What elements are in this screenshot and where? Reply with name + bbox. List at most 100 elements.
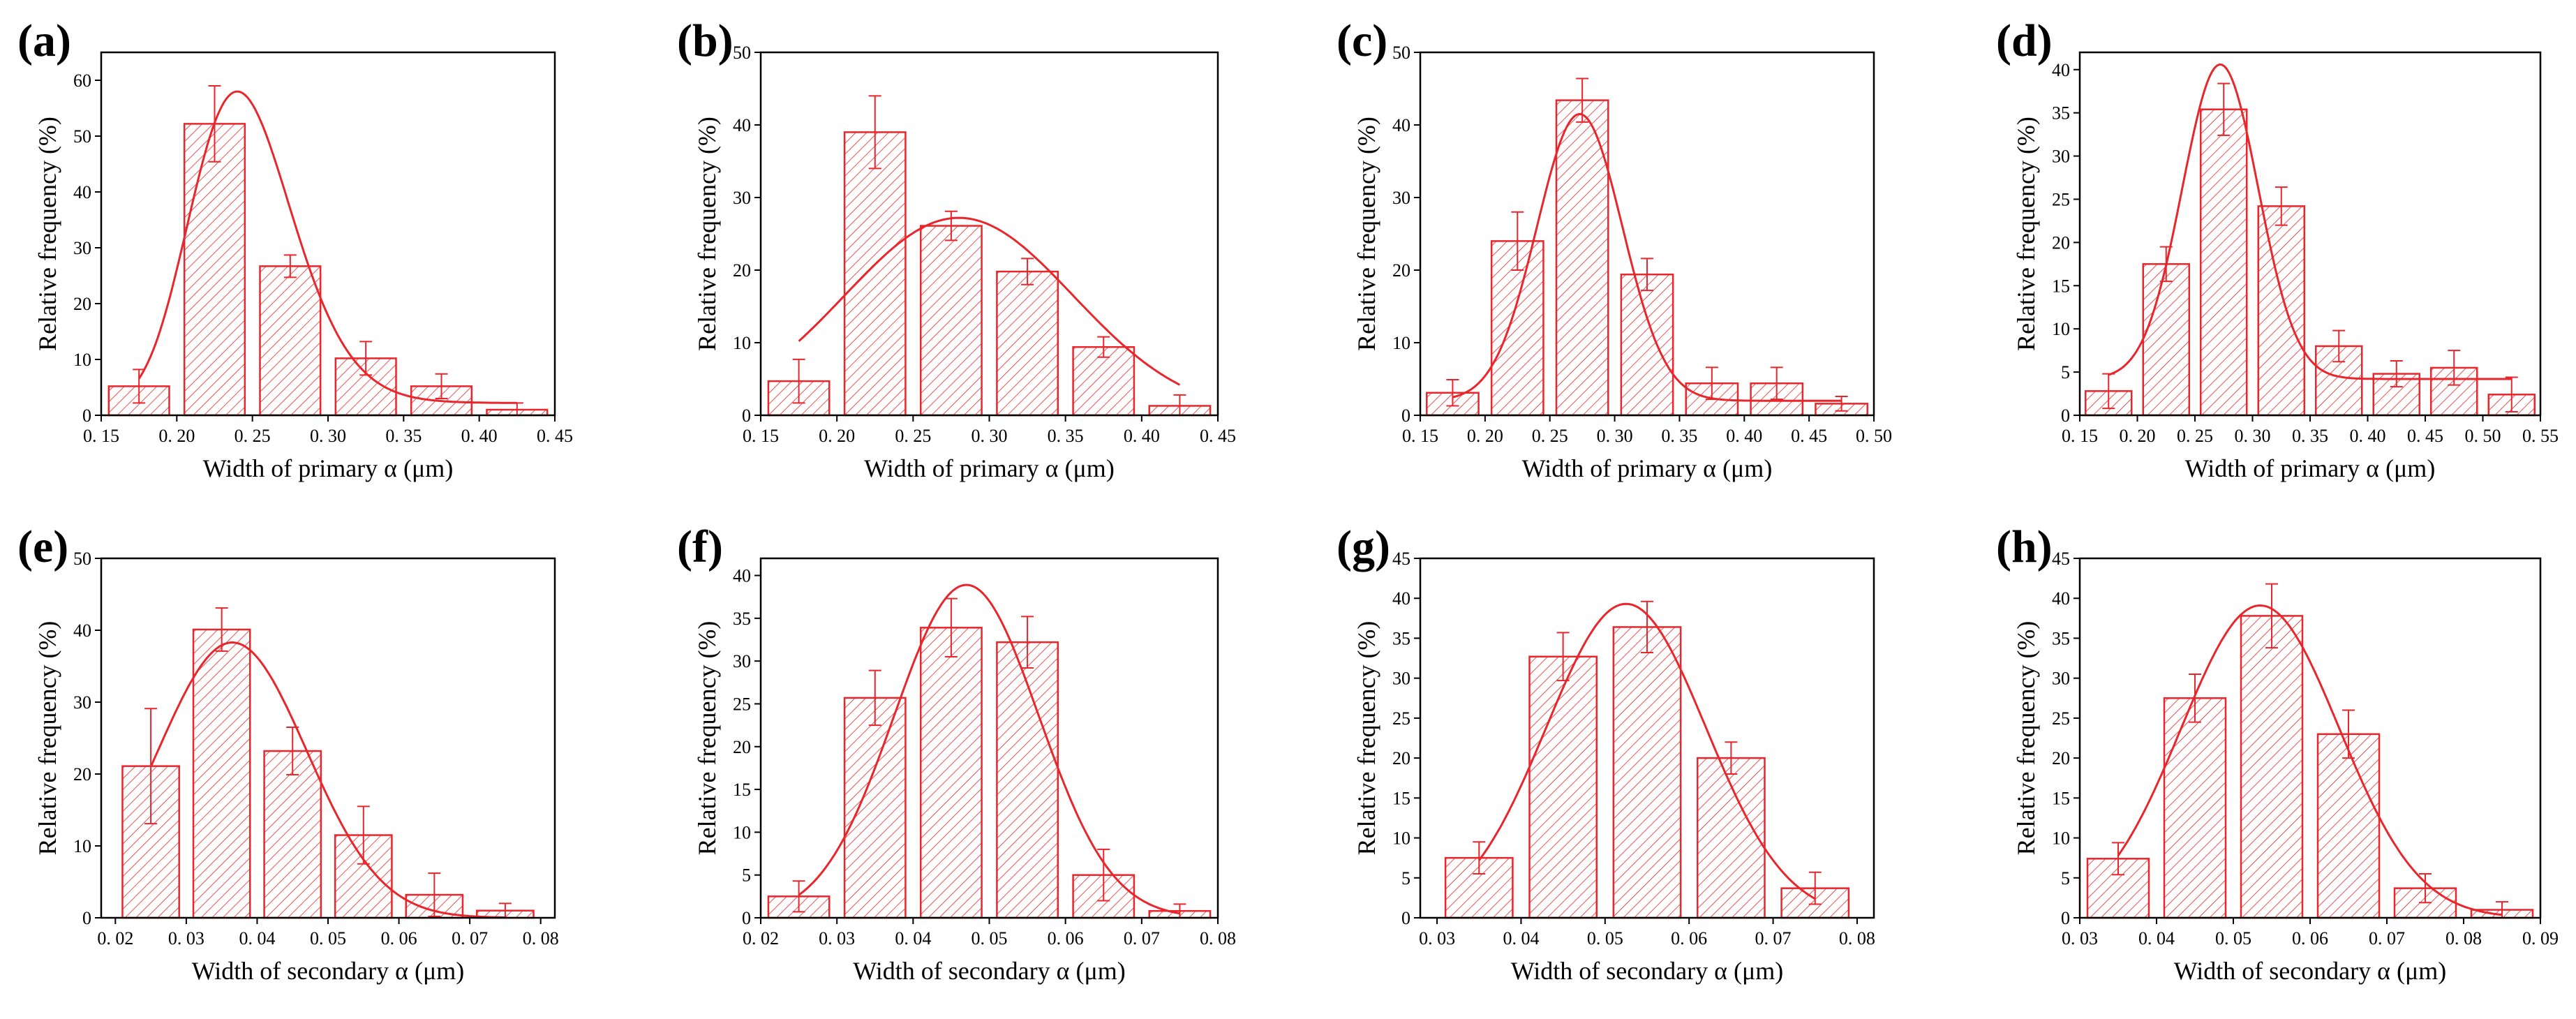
error-bar: [2265, 583, 2278, 649]
x-axis-title: Width of secondary α (μm): [2174, 957, 2447, 985]
x-tick-label: 0. 06: [2292, 928, 2328, 949]
error-bar: [283, 254, 297, 278]
y-tick-label: 15: [1392, 788, 1410, 808]
y-tick-label: 35: [2052, 628, 2070, 648]
chart-panel-b: (b) 0. 15 0. 20 0. 25 0. 30 0. 35 0. 40 0. 45 0 1…: [677, 15, 1236, 482]
panel-label: (e): [17, 521, 68, 572]
error-bar: [2217, 82, 2231, 136]
y-tick-label: 0: [1401, 406, 1410, 426]
panel-label: (d): [1996, 15, 2053, 66]
fit-curve: [798, 216, 1181, 386]
error-bar: [359, 341, 373, 376]
y-tick-label: 40: [733, 566, 751, 586]
x-tick-label: 0. 45: [2407, 426, 2443, 446]
error-bar: [1641, 258, 1653, 292]
y-tick-label: 35: [1392, 628, 1410, 648]
y-tick-label: 30: [73, 692, 91, 713]
x-tick-label: 0. 35: [385, 426, 422, 446]
y-tick-label: 25: [2052, 189, 2070, 209]
panel-label: (h): [1996, 521, 2053, 572]
y-tick-label: 0: [742, 908, 751, 928]
x-tick-label: 0. 07: [452, 928, 488, 949]
x-tick-label: 0. 35: [2292, 426, 2328, 446]
error-bar: [2112, 842, 2124, 876]
x-tick-label: 0. 08: [1200, 928, 1236, 949]
error-bar: [1770, 366, 1783, 401]
x-tick-label: 0. 08: [523, 928, 559, 949]
x-tick-label: 0. 05: [310, 928, 346, 949]
histogram-bar: [1620, 273, 1674, 417]
histogram-bar: [192, 628, 251, 919]
x-tick-label: 0. 30: [971, 426, 1008, 446]
y-tick-label: 50: [73, 549, 91, 569]
chart-panel-g: (g) 0. 03 0. 04 0. 05 0. 06 0. 07 0. 08 0 5 10 15 2…: [1337, 521, 1875, 985]
x-tick-label: 0. 20: [158, 426, 195, 446]
x-tick-label: 0. 05: [1587, 928, 1623, 949]
error-bar: [1446, 379, 1459, 407]
panel-label: (a): [17, 15, 71, 66]
y-tick-label: 5: [742, 865, 751, 886]
x-tick-label: 0. 07: [1124, 928, 1160, 949]
y-tick-label: 0: [2061, 406, 2070, 426]
y-tick-label: 20: [1392, 748, 1410, 768]
y-tick-label: 25: [2052, 708, 2070, 729]
error-bar: [215, 607, 228, 652]
x-tick-label: 0. 40: [461, 426, 498, 446]
y-tick-label: 30: [2052, 147, 2070, 167]
x-tick-label: 0. 55: [2522, 426, 2559, 446]
y-tick-label: 50: [733, 43, 751, 63]
x-tick-label: 0. 20: [819, 426, 855, 446]
error-bar: [1511, 211, 1524, 271]
y-tick-label: 10: [1392, 333, 1410, 353]
x-tick-label: 0. 30: [1597, 426, 1633, 446]
error-bar: [1021, 258, 1034, 285]
y-tick-label: 0: [2061, 908, 2070, 928]
y-tick-label: 20: [73, 294, 91, 314]
x-tick-label: 0. 06: [381, 928, 417, 949]
chart-panel-a: (a) 0. 15 0. 20 0. 25 0. 30 0. 35 0. 40 0. 45 0 1…: [17, 15, 573, 482]
error-bar: [944, 210, 958, 241]
histogram-bar: [996, 270, 1059, 417]
y-tick-label: 10: [2052, 828, 2070, 849]
chart-panel-c: (c) 0. 15 0. 20 0. 25 0. 30 0. 35 0. 40 0. 45 0.…: [1337, 15, 1892, 482]
x-tick-label: 0. 06: [1671, 928, 1707, 949]
y-tick-label: 50: [73, 126, 91, 147]
histogram-bar: [1612, 626, 1682, 919]
y-tick-label: 10: [733, 333, 751, 353]
x-tick-label: 0. 15: [2062, 426, 2098, 446]
panel-label: (b): [677, 15, 734, 66]
y-tick-label: 35: [733, 609, 751, 629]
x-tick-label: 0. 02: [97, 928, 133, 949]
histogram-bar: [259, 265, 322, 417]
x-tick-label: 0. 20: [1467, 426, 1503, 446]
y-tick-label: 0: [82, 406, 91, 426]
x-axis-title: Width of secondary α (μm): [853, 957, 1126, 985]
fit-curve: [2108, 63, 2512, 380]
fit-curve: [137, 90, 517, 404]
error-bar: [1021, 616, 1034, 669]
y-axis-title: Relative frequency (%): [693, 117, 721, 351]
histogram-bar: [2316, 733, 2381, 919]
y-tick-label: 45: [2052, 549, 2070, 569]
y-tick-label: 10: [73, 836, 91, 856]
y-tick-label: 0: [1401, 908, 1410, 928]
x-tick-label: 0. 30: [2235, 426, 2271, 446]
panel-label: (c): [1337, 15, 1387, 66]
y-tick-label: 10: [733, 822, 751, 842]
x-tick-label: 0. 40: [1726, 426, 1762, 446]
x-tick-label: 0. 50: [2465, 426, 2501, 446]
x-tick-label: 0. 03: [168, 928, 204, 949]
x-tick-label: 0. 45: [537, 426, 573, 446]
y-axis-title: Relative frequency (%): [2012, 117, 2040, 351]
x-tick-label: 0. 30: [310, 426, 346, 446]
x-axis-title: Width of secondary α (μm): [1511, 957, 1784, 985]
x-tick-label: 0. 04: [239, 928, 275, 949]
x-axis-title: Width of primary α (μm): [1522, 454, 1773, 482]
y-tick-label: 15: [733, 780, 751, 800]
histogram-bar: [2142, 263, 2190, 417]
y-axis-title: Relative frequency (%): [1353, 621, 1380, 856]
x-tick-label: 0. 03: [2062, 928, 2098, 949]
fit-curve: [1452, 112, 1842, 402]
histogram-bar: [843, 697, 907, 919]
